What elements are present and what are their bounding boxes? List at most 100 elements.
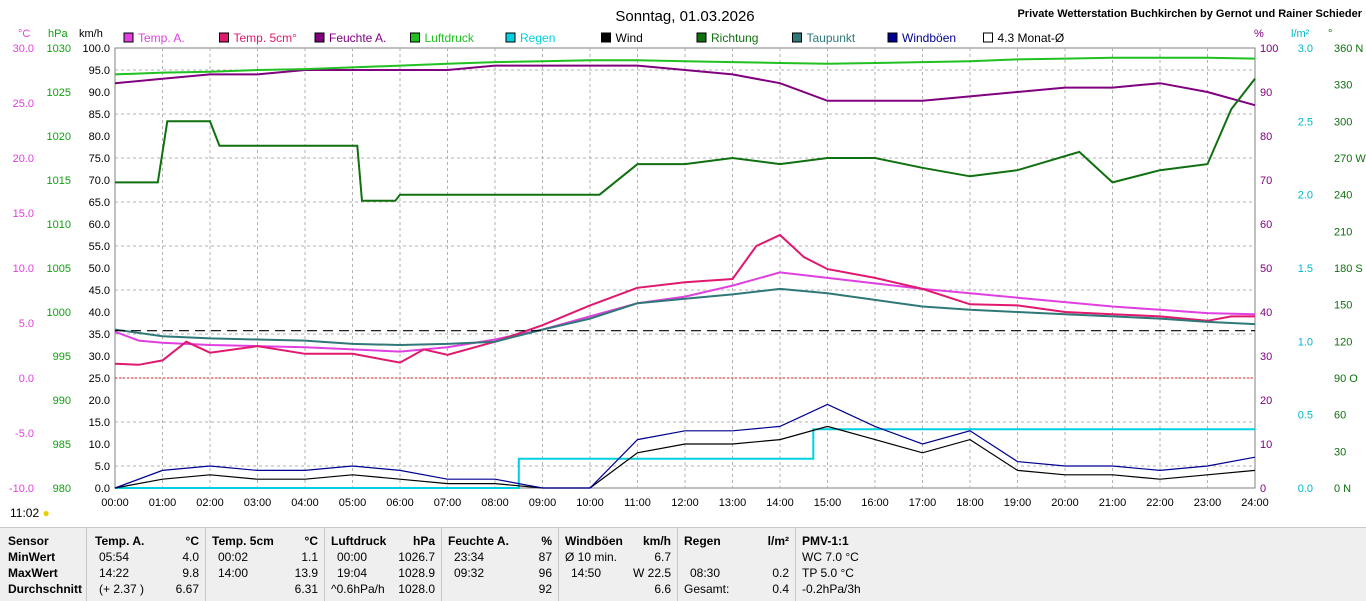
temp-a-max-time: 14:22 [99, 566, 130, 580]
legend-swatch [123, 32, 134, 43]
gusts-avg-value: 6.6 [654, 582, 671, 596]
y-tick-wind: 0.0 [95, 483, 110, 495]
y-tick-wind: 15.0 [89, 417, 110, 429]
stats-col-gusts: Windböen km/h Ø 10 min. 6.7 14:50 W 22.5 6.… [559, 528, 678, 601]
series-taupunkt [114, 287, 1256, 347]
y-tick-pressure: 1025 [47, 87, 71, 99]
humidity-max-time: 09:32 [454, 566, 485, 580]
y-tick-pressure: 1015 [47, 175, 71, 187]
humidity-min-value: 87 [538, 550, 552, 564]
x-tick-label: 23:00 [1194, 497, 1222, 509]
legend-label: Taupunkt [807, 31, 856, 45]
x-tick-label: 20:00 [1051, 497, 1079, 509]
y-tick-temp: 10.0 [13, 263, 34, 275]
stats-avg-label: Durchschnitt [8, 582, 83, 596]
y-tick-wind: 30.0 [89, 351, 110, 363]
y-tick-rain: 3.0 [1298, 43, 1313, 55]
y-tick-temp: 30.0 [13, 43, 34, 55]
legend-label: Temp. A. [138, 31, 185, 45]
temp-5cm-unit: °C [304, 534, 318, 548]
stats-col-pressure: Luftdruck hPa 00:00 1026.7 19:04 1028.9 ^0.… [325, 528, 442, 601]
legend-swatch [219, 32, 229, 43]
pmv-head: PMV-1:1 [802, 534, 849, 548]
y-tick-humidity: 40 [1260, 307, 1272, 319]
x-tick-label: 08:00 [481, 497, 509, 509]
x-tick-label: 12:00 [671, 497, 699, 509]
temp-5cm-min-time: 00:02 [218, 550, 249, 564]
y-tick-temp: 5.0 [19, 318, 34, 330]
y-tick-temp: 20.0 [13, 153, 34, 165]
stats-col-rain: Regen l/m² 08:30 0.2 Gesamt: 0.4 [678, 528, 796, 601]
y-tick-wind: 75.0 [89, 153, 110, 165]
unit-celsius: °C [18, 28, 30, 40]
x-tick-label: 22:00 [1146, 497, 1174, 509]
y-tick-direction: 60 [1334, 410, 1346, 422]
stats-col-temp-5cm: Temp. 5cm °C 00:02 1.1 14:00 13.9 6.31 [206, 528, 325, 601]
pmv-pressure-trend: -0.2hPa/3h [802, 582, 861, 596]
y-tick-wind: 25.0 [89, 373, 110, 385]
pmv-dewpoint: TP 5.0 °C [802, 566, 854, 580]
gusts-min-value: 6.7 [654, 550, 671, 564]
weather-chart: Sonntag, 01.03.2026 Private Wetterstatio… [9, 8, 1366, 509]
temp-a-max-value: 9.8 [182, 566, 199, 580]
x-tick-label: 15:00 [814, 497, 842, 509]
rain-unit: l/m² [767, 534, 789, 548]
legend-label: Temp. 5cm° [234, 31, 298, 45]
pressure-min-value: 1026.7 [398, 550, 435, 564]
y-tick-wind: 65.0 [89, 197, 110, 209]
x-tick-label: 01:00 [149, 497, 177, 509]
y-tick-humidity: 0 [1260, 483, 1266, 495]
y-tick-wind: 85.0 [89, 109, 110, 121]
y-tick-wind: 40.0 [89, 307, 110, 319]
x-tick-label: 17:00 [909, 497, 937, 509]
humidity-avg-value: 92 [538, 582, 552, 596]
y-tick-rain: 1.0 [1298, 336, 1313, 348]
x-tick-label: 10:00 [576, 497, 604, 509]
y-tick-direction: 120 [1334, 336, 1352, 348]
y-tick-temp: 25.0 [13, 98, 34, 110]
y-tick-wind: 55.0 [89, 241, 110, 253]
stats-max-label: MaxWert [8, 566, 58, 580]
x-tick-label: 06:00 [386, 497, 414, 509]
x-tick-label: 19:00 [1004, 497, 1032, 509]
x-tick-label: 07:00 [434, 497, 462, 509]
stats-col-humidity: Feuchte A.% 23:34 87 09:32 96 92 [442, 528, 559, 601]
y-tick-wind: 50.0 [89, 263, 110, 275]
sun-icon: ● [42, 506, 50, 520]
y-tick-temp: 15.0 [13, 208, 34, 220]
y-tick-humidity: 10 [1260, 439, 1272, 451]
temp-a-avg-note: (+ 2.37 ) [99, 582, 145, 596]
y-tick-wind: 10.0 [89, 439, 110, 451]
y-tick-wind: 100.0 [82, 43, 110, 55]
legend-swatch [314, 32, 325, 43]
statistics-panel: Sensor MinWert MaxWert Durchschnitt Temp… [0, 527, 1366, 601]
x-tick-label: 24:00 [1241, 497, 1269, 509]
y-tick-rain: 0.0 [1298, 483, 1313, 495]
temp-a-avg-value: 6.67 [175, 582, 199, 596]
temp-a-unit: °C [185, 534, 199, 548]
humidity-head: Feuchte A. [448, 534, 509, 548]
x-tick-label: 04:00 [291, 497, 319, 509]
y-tick-wind: 95.0 [89, 65, 110, 77]
temp-5cm-min-value: 1.1 [301, 550, 318, 564]
legend-label: Regen [520, 31, 555, 45]
y-tick-direction: 360 N [1334, 43, 1363, 55]
y-tick-pressure: 1005 [47, 263, 71, 275]
pressure-min-time: 00:00 [337, 550, 368, 564]
x-tick-label: 11:00 [624, 497, 651, 509]
temp-a-min-time: 05:54 [99, 550, 130, 564]
legend-label: Windböen [902, 31, 956, 45]
legend-label: Luftdruck [425, 31, 475, 45]
humidity-unit: % [541, 534, 552, 548]
y-tick-pressure: 1000 [47, 307, 71, 319]
x-tick-label: 03:00 [244, 497, 272, 509]
x-tick-label: 05:00 [339, 497, 367, 509]
pressure-max-time: 19:04 [337, 566, 368, 580]
legend-swatch [601, 32, 611, 43]
series-windb-en [114, 403, 1256, 489]
y-tick-rain: 2.0 [1298, 190, 1313, 202]
y-tick-direction: 90 O [1334, 373, 1358, 385]
gusts-unit: km/h [642, 534, 671, 548]
current-time: 11:02 ● [10, 506, 50, 520]
x-tick-label: 18:00 [956, 497, 984, 509]
